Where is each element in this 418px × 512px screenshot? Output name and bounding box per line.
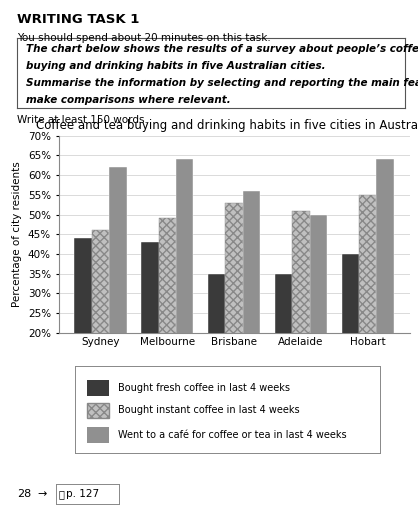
FancyBboxPatch shape [87, 380, 109, 396]
Y-axis label: Percentage of city residents: Percentage of city residents [12, 161, 22, 307]
Bar [243, 191, 260, 412]
Text: buying and drinking habits in five Australian cities.: buying and drinking habits in five Austr… [26, 60, 326, 71]
FancyBboxPatch shape [87, 402, 109, 418]
Bar [225, 203, 243, 412]
Text: Bought instant coffee in last 4 weeks: Bought instant coffee in last 4 weeks [118, 406, 300, 415]
Bar [74, 238, 92, 412]
Bar [141, 242, 158, 412]
Bar [359, 195, 376, 412]
Text: Write at least 150 words.: Write at least 150 words. [17, 115, 148, 125]
Text: p. 127: p. 127 [66, 489, 99, 499]
Bar [292, 210, 310, 412]
Bar [310, 215, 327, 412]
Bar [158, 219, 176, 412]
Bar [376, 159, 394, 412]
Text: The chart below shows the results of a survey about people’s coffee and tea: The chart below shows the results of a s… [26, 44, 418, 54]
Text: Bought fresh coffee in last 4 weeks: Bought fresh coffee in last 4 weeks [118, 383, 290, 393]
Text: You should spend about 20 minutes on this task.: You should spend about 20 minutes on thi… [17, 33, 270, 44]
Text: make comparisons where relevant.: make comparisons where relevant. [26, 95, 231, 105]
Text: Summarise the information by selecting and reporting the main features, and: Summarise the information by selecting a… [26, 78, 418, 89]
Bar [208, 273, 225, 412]
Text: Went to a café for coffee or tea in last 4 weeks: Went to a café for coffee or tea in last… [118, 430, 347, 440]
Bar [275, 273, 292, 412]
Title: Coffee and tea buying and drinking habits in five cities in Australia: Coffee and tea buying and drinking habit… [36, 119, 418, 132]
Text: ⌖: ⌖ [59, 489, 64, 499]
Text: WRITING TASK 1: WRITING TASK 1 [17, 13, 139, 26]
Bar [176, 159, 194, 412]
Bar [92, 230, 109, 412]
Text: 28: 28 [17, 489, 31, 499]
Bar [342, 254, 359, 412]
Bar [109, 167, 127, 412]
Text: →: → [38, 489, 47, 499]
FancyBboxPatch shape [87, 427, 109, 443]
